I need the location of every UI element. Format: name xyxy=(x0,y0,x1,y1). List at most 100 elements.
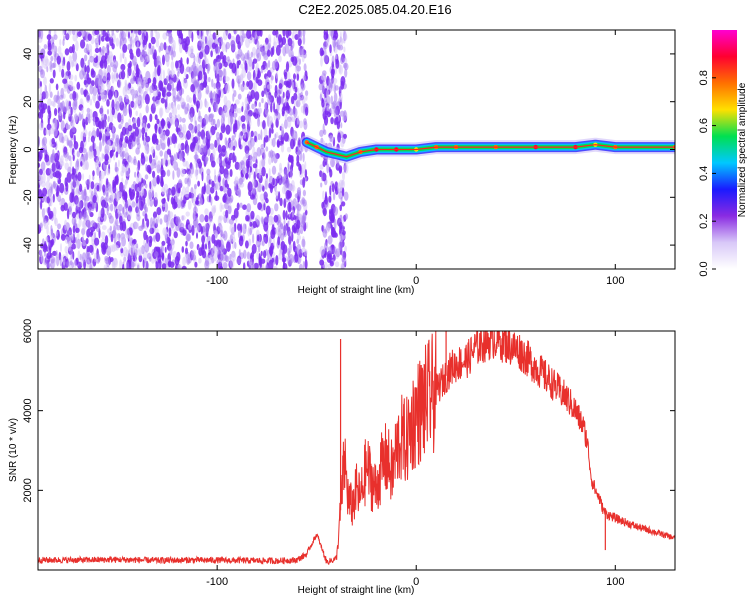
noise-blob xyxy=(50,239,54,248)
noise-blob xyxy=(197,89,202,101)
noise-blob xyxy=(154,66,157,77)
noise-blob xyxy=(160,159,166,166)
noise-blob xyxy=(263,250,267,259)
noise-blob xyxy=(305,90,309,97)
noise-blob xyxy=(188,97,193,104)
noise-blob xyxy=(146,218,150,228)
noise-blob xyxy=(60,243,62,253)
spectrogram-y-tick-label: -40 xyxy=(22,237,34,253)
noise-blob xyxy=(75,227,80,233)
noise-blob xyxy=(239,202,243,208)
noise-blob xyxy=(72,100,78,111)
noise-blob xyxy=(50,255,55,264)
noise-blob xyxy=(240,160,245,166)
noise-blob xyxy=(137,173,142,183)
noise-blob xyxy=(211,42,216,50)
noise-blob xyxy=(64,162,70,171)
noise-blob xyxy=(237,223,241,231)
noise-blob xyxy=(222,262,228,269)
noise-blob xyxy=(260,258,266,264)
spectrogram-x-tick-label: 0 xyxy=(413,275,419,287)
noise-blob xyxy=(333,206,339,216)
noise-blob xyxy=(192,141,196,149)
noise-blob xyxy=(273,36,276,46)
noise-blob xyxy=(181,246,185,253)
noise-blob xyxy=(238,249,241,257)
noise-blob xyxy=(156,176,160,185)
noise-blob xyxy=(128,240,131,252)
noise-blob xyxy=(249,221,253,227)
noise-blob xyxy=(161,240,166,246)
noise-blob xyxy=(121,163,126,173)
noise-blob xyxy=(262,185,265,192)
noise-blob xyxy=(160,119,166,127)
noise-blob xyxy=(242,204,247,210)
noise-blob xyxy=(271,128,274,134)
noise-blob xyxy=(204,101,209,108)
noise-blob xyxy=(290,138,295,150)
noise-blob xyxy=(222,230,228,241)
noise-blob xyxy=(67,139,73,147)
noise-blob xyxy=(119,52,123,63)
noise-blob xyxy=(144,131,148,138)
noise-blob xyxy=(190,166,195,175)
noise-blob xyxy=(224,157,228,165)
noise-blob xyxy=(232,58,235,64)
noise-blob xyxy=(149,113,153,123)
colorbar-axis: 0.0 0.2 0.4 0.6 0.8 xyxy=(698,70,716,277)
noise-blob xyxy=(45,262,52,268)
noise-blob xyxy=(322,207,327,217)
noise-blob xyxy=(93,116,96,124)
noise-blob xyxy=(153,228,159,234)
noise-blob xyxy=(201,35,206,41)
noise-blob xyxy=(222,177,225,186)
noise-blob xyxy=(160,142,166,150)
noise-blob xyxy=(343,57,348,65)
noise-blob xyxy=(213,63,218,74)
noise-blob xyxy=(302,74,306,82)
noise-blob xyxy=(301,95,306,105)
noise-blob xyxy=(134,257,137,267)
noise-blob xyxy=(339,233,344,243)
noise-blob xyxy=(53,181,56,190)
noise-blob xyxy=(92,195,97,204)
noise-blob xyxy=(251,178,256,189)
noise-blob xyxy=(294,251,298,257)
noise-blob xyxy=(285,101,289,111)
noise-blob xyxy=(109,149,114,157)
noise-blob xyxy=(221,145,227,153)
colorbar-label: Normalized spectral amplitude xyxy=(737,82,748,217)
noise-blob xyxy=(112,179,115,189)
noise-blob xyxy=(71,61,74,67)
noise-blob xyxy=(219,202,223,213)
noise-blob xyxy=(154,114,158,121)
noise-blob xyxy=(206,64,210,74)
noise-blob xyxy=(48,189,52,199)
noise-blob xyxy=(242,125,247,135)
noise-blob xyxy=(92,170,95,177)
noise-blob xyxy=(215,81,221,90)
noise-blob xyxy=(93,95,96,104)
noise-blob xyxy=(100,209,103,215)
noise-blob xyxy=(160,244,164,253)
noise-blob xyxy=(153,178,156,186)
noise-blob xyxy=(83,90,87,98)
noise-blob xyxy=(198,247,203,257)
noise-blob xyxy=(250,210,255,220)
noise-blob xyxy=(39,81,43,88)
noise-blob xyxy=(280,123,285,131)
noise-blob xyxy=(104,159,109,166)
noise-blob xyxy=(248,95,251,105)
noise-blob xyxy=(291,31,295,40)
noise-blob xyxy=(321,99,325,108)
noise-blob xyxy=(203,113,209,125)
noise-blob xyxy=(288,154,291,163)
noise-blob xyxy=(144,93,150,105)
noise-blob xyxy=(335,116,339,124)
noise-blob xyxy=(47,98,52,107)
noise-blob xyxy=(161,90,165,98)
noise-blob xyxy=(304,249,308,257)
noise-blob xyxy=(108,89,113,100)
noise-blob xyxy=(178,32,184,40)
noise-blob xyxy=(261,90,265,98)
